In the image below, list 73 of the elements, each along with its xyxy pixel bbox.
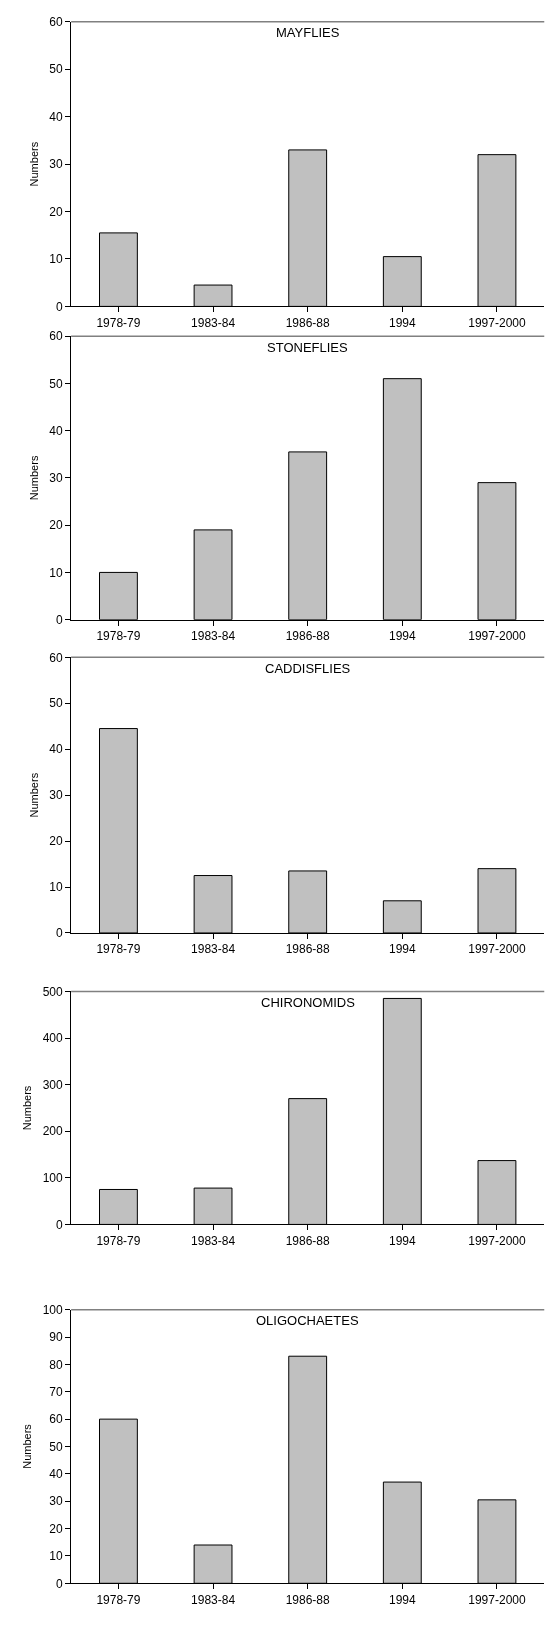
chart-title: OLIGOCHAETES [256, 1313, 359, 1328]
x-tick-label: 1997-2000 [468, 315, 526, 330]
x-tick-label: 1986-88 [285, 942, 331, 957]
y-tick-label: 0 [56, 1217, 64, 1232]
y-axis-title: Numbers [28, 455, 40, 501]
x-tick-label: 1994 [388, 1233, 416, 1248]
y-tick-label: 50 [49, 62, 64, 77]
x-tick-label: 1978-79 [96, 1233, 141, 1248]
y-tick-label: 40 [49, 423, 64, 438]
x-tick-label: 1997-2000 [468, 1233, 526, 1248]
y-tick-label: 10 [49, 880, 64, 895]
y-tick-label: 20 [49, 834, 64, 849]
y-tick-label: 30 [49, 157, 64, 172]
y-tick-label: 60 [49, 1412, 64, 1427]
y-axis-title: Numbers [28, 141, 40, 187]
y-tick-label: 40 [49, 742, 64, 757]
y-tick-label: 80 [49, 1357, 64, 1372]
y-tick-label: 30 [49, 471, 64, 486]
y-tick-label: 400 [42, 1031, 64, 1046]
x-tick-label: 1983-84 [191, 629, 236, 644]
y-tick-label: 500 [42, 984, 64, 999]
y-tick-label: 60 [49, 15, 64, 30]
x-tick-label: 1986-88 [285, 1233, 331, 1248]
x-tick-label: 1978-79 [96, 1592, 141, 1607]
y-tick-label: 20 [49, 1521, 64, 1536]
x-tick-label: 1986-88 [285, 1592, 331, 1607]
x-tick-label: 1997-2000 [468, 1592, 526, 1607]
x-tick-label: 1978-79 [96, 315, 141, 330]
x-tick-label: 1983-84 [191, 942, 236, 957]
y-tick-label: 0 [56, 612, 64, 627]
chart-title: MAYFLIES [276, 25, 340, 40]
y-axis-title: Numbers [28, 772, 40, 818]
y-tick-label: 300 [42, 1077, 64, 1092]
y-tick-label: 60 [49, 329, 64, 344]
chart-title: STONEFLIES [267, 340, 348, 355]
y-tick-label: 90 [49, 1330, 64, 1345]
y-tick-label: 60 [49, 650, 64, 665]
y-tick-label: 20 [49, 204, 64, 219]
y-tick-label: 70 [49, 1384, 64, 1399]
y-tick-label: 100 [42, 1302, 64, 1317]
x-tick-label: 1986-88 [285, 315, 331, 330]
x-tick-label: 1978-79 [96, 629, 141, 644]
x-tick-label: 1986-88 [285, 629, 331, 644]
x-tick-label: 1994 [388, 1592, 416, 1607]
y-axis-title: Numbers [21, 1085, 34, 1131]
y-tick-label: 10 [49, 565, 64, 580]
y-tick-label: 200 [42, 1124, 64, 1139]
y-tick-label: 0 [56, 926, 64, 941]
x-tick-label: 1983-84 [191, 315, 236, 330]
x-tick-label: 1994 [388, 629, 416, 644]
x-tick-label: 1997-2000 [468, 629, 526, 644]
y-tick-label: 30 [49, 788, 64, 803]
y-tick-label: 40 [49, 1467, 64, 1482]
y-tick-label: 20 [49, 518, 64, 533]
x-tick-label: 1983-84 [191, 1592, 236, 1607]
y-tick-label: 50 [49, 376, 64, 391]
chart-title: CHIRONOMIDS [261, 995, 356, 1010]
y-tick-label: 0 [56, 1576, 64, 1591]
y-tick-label: 100 [42, 1171, 64, 1186]
x-tick-label: 1997-2000 [468, 942, 526, 957]
y-tick-label: 30 [49, 1494, 64, 1509]
y-tick-label: 50 [49, 696, 64, 711]
y-tick-label: 0 [56, 299, 64, 314]
x-tick-label: 1994 [388, 315, 416, 330]
chart-title: CADDISFLIES [265, 661, 351, 676]
x-tick-label: 1994 [388, 942, 416, 957]
y-tick-label: 10 [49, 1549, 64, 1564]
x-tick-label: 1978-79 [96, 942, 141, 957]
x-tick-label: 1983-84 [191, 1233, 236, 1248]
y-tick-label: 40 [49, 109, 64, 124]
y-tick-label: 10 [49, 252, 64, 267]
y-tick-label: 50 [49, 1439, 64, 1454]
y-axis-title: Numbers [21, 1423, 34, 1469]
